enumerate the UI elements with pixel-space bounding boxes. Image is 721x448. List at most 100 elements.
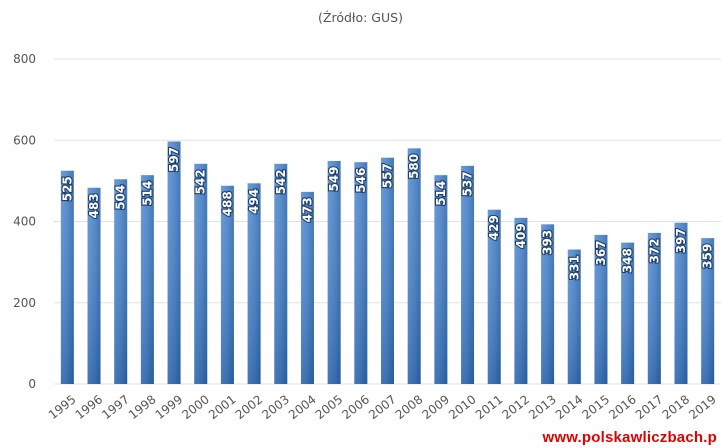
bar xyxy=(541,224,555,384)
bar-shade xyxy=(140,175,154,384)
x-tick-label: 2006 xyxy=(339,392,372,422)
data-label: 546 xyxy=(354,168,368,193)
bar xyxy=(701,238,715,384)
bar-shade xyxy=(594,234,608,384)
bar-shade xyxy=(674,222,688,384)
y-tick-label: 600 xyxy=(13,133,36,147)
x-tick-label: 1998 xyxy=(126,392,159,422)
source-watermark: www.polskawliczbach.p xyxy=(542,429,717,446)
bar xyxy=(194,163,208,384)
bar-shade xyxy=(487,209,501,384)
data-label: 348 xyxy=(621,248,635,273)
x-axis: 1995199619971998199920002001200220032004… xyxy=(46,392,719,422)
data-label: 597 xyxy=(167,147,181,172)
data-label: 525 xyxy=(60,176,74,201)
bar xyxy=(514,217,528,384)
bar xyxy=(327,160,341,384)
bar xyxy=(167,141,181,384)
data-label: 359 xyxy=(701,244,715,269)
x-tick-label: 2012 xyxy=(499,392,532,422)
bar-shade xyxy=(220,185,234,384)
x-tick-label: 1999 xyxy=(153,392,186,422)
x-tick-label: 2007 xyxy=(366,392,399,422)
data-label: 514 xyxy=(140,181,154,206)
bar xyxy=(60,170,74,384)
bar-shade xyxy=(300,191,314,384)
x-tick-label: 1997 xyxy=(99,392,132,422)
bar xyxy=(407,148,421,384)
bar xyxy=(274,163,288,384)
y-tick-label: 0 xyxy=(28,377,36,391)
data-label: 504 xyxy=(114,185,128,210)
bar-shade xyxy=(407,148,421,384)
data-label: 542 xyxy=(274,169,288,194)
x-tick-label: 2016 xyxy=(606,392,639,422)
x-tick-label: 2018 xyxy=(660,392,693,422)
x-tick-label: 2010 xyxy=(446,392,479,422)
data-label: 393 xyxy=(541,230,555,255)
bar xyxy=(140,175,154,384)
data-label: 409 xyxy=(514,223,528,248)
bars xyxy=(60,141,715,384)
bar xyxy=(87,187,101,384)
bar-shade xyxy=(354,162,368,384)
x-tick-label: 2002 xyxy=(233,392,266,422)
bar xyxy=(647,232,661,384)
data-label: 397 xyxy=(674,228,688,253)
bar-shade xyxy=(60,170,74,384)
bar-shade xyxy=(701,238,715,384)
x-tick-label: 2019 xyxy=(686,392,719,422)
x-tick-label: 2000 xyxy=(179,392,212,422)
x-tick-label: 2005 xyxy=(313,392,346,422)
y-tick-label: 400 xyxy=(13,215,36,229)
bar xyxy=(567,249,581,384)
x-tick-label: 2013 xyxy=(526,392,559,422)
y-tick-label: 800 xyxy=(13,52,36,66)
data-labels: 525 483 504 514 597 542 488 494 542 473 549 546 557 5… xyxy=(59,146,716,281)
bar xyxy=(220,185,234,384)
bar-shade xyxy=(514,217,528,384)
bar xyxy=(621,242,635,384)
x-tick-label: 2015 xyxy=(580,392,613,422)
bar-shade xyxy=(647,232,661,384)
bar xyxy=(487,209,501,384)
x-tick-label: 2003 xyxy=(259,392,292,422)
x-tick-label: 2004 xyxy=(286,392,319,422)
bar xyxy=(114,179,128,384)
x-tick-label: 2008 xyxy=(393,392,426,422)
x-tick-label: 2001 xyxy=(206,392,239,422)
data-label: 488 xyxy=(220,191,234,216)
bar xyxy=(674,222,688,384)
data-label: 372 xyxy=(647,238,661,263)
bar-shade xyxy=(114,179,128,384)
data-label: 367 xyxy=(594,240,608,265)
bar-shade xyxy=(434,175,448,384)
bar xyxy=(300,191,314,384)
data-label: 494 xyxy=(247,189,261,214)
bar-shade xyxy=(461,165,475,384)
bar xyxy=(354,162,368,384)
data-label: 542 xyxy=(194,169,208,194)
bar-shade xyxy=(194,163,208,384)
bar-shade xyxy=(274,163,288,384)
x-tick-label: 2014 xyxy=(553,392,586,422)
data-label: 580 xyxy=(407,154,421,179)
data-label: 537 xyxy=(461,171,475,196)
bar-shade xyxy=(87,187,101,384)
bar-shade xyxy=(567,249,581,384)
bar xyxy=(434,175,448,384)
data-label: 514 xyxy=(434,181,448,206)
data-label: 549 xyxy=(327,166,341,191)
data-label: 473 xyxy=(300,197,314,222)
bar xyxy=(247,183,261,384)
x-tick-label: 1995 xyxy=(46,392,79,422)
bar-shade xyxy=(621,242,635,384)
bar xyxy=(381,157,394,384)
bar xyxy=(594,234,608,384)
bar-shade xyxy=(327,160,341,384)
bar-shade xyxy=(247,183,261,384)
x-tick-label: 1996 xyxy=(73,392,106,422)
x-tick-label: 2017 xyxy=(633,392,666,422)
y-tick-label: 200 xyxy=(13,296,36,310)
